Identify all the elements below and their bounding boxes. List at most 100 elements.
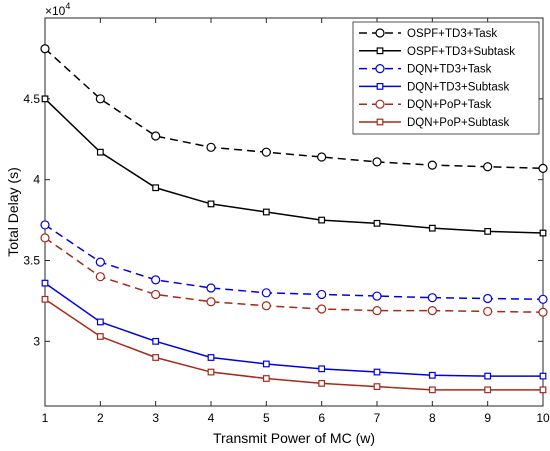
data-point-circle: [372, 291, 382, 301]
data-point-circle: [40, 44, 50, 54]
series-ospf-td3-subtask: [41, 95, 547, 237]
legend-label: DQN+PoP+Task: [407, 99, 492, 111]
data-point-square: [96, 148, 104, 156]
axis-ticks: 1 2 3 4 5 6 7 8 9 10 3 3.5 4 4.5: [23, 18, 550, 425]
data-point-square: [262, 375, 270, 382]
data-point-square: [428, 224, 436, 232]
data-point-circle: [427, 293, 437, 303]
data-point-circle: [483, 306, 493, 317]
data-point-square: [373, 383, 381, 390]
data-point-square: [96, 333, 104, 340]
multiplier-base: ×10: [45, 4, 66, 18]
data-point-square: [318, 379, 326, 387]
data-point-circle: [261, 288, 271, 298]
data-point-circle: [151, 275, 161, 285]
series-line: [44, 282, 543, 377]
data-point-square: [539, 372, 547, 380]
legend-marker-square: [376, 47, 384, 55]
data-point-square: [539, 229, 547, 237]
x-tick-label: 9: [484, 411, 491, 425]
x-axis-title: Transmit Power of MC (w): [213, 430, 375, 446]
legend-item: DQN+PoP+Subtask: [359, 117, 510, 129]
data-point-square: [41, 279, 49, 287]
data-point-circle: [317, 289, 327, 300]
data-point-square: [484, 228, 492, 235]
y-tick-label: 4.5: [23, 92, 40, 106]
data-point-square: [262, 208, 270, 216]
legend-label: OSPF+TD3+Subtask: [407, 46, 515, 58]
y-axis-title: Total Delay (s): [5, 167, 21, 256]
data-point-square: [539, 386, 547, 394]
y-tick-label: 4: [33, 173, 40, 187]
data-point-circle: [372, 157, 382, 167]
data-point-circle: [40, 220, 50, 230]
x-tick-label: 4: [208, 411, 215, 425]
legend-item: DQN+TD3+Subtask: [359, 81, 510, 93]
series-line: [44, 237, 544, 313]
legend-marker-circle: [375, 99, 385, 109]
data-point-circle: [206, 142, 216, 152]
legend-marker-square: [376, 118, 384, 126]
data-point-square: [428, 371, 436, 379]
data-point-circle: [206, 297, 216, 307]
data-point-circle: [151, 131, 161, 141]
data-point-square: [41, 95, 49, 103]
legend-item: DQN+PoP+Task: [359, 99, 492, 111]
legend-marker-square: [376, 82, 384, 90]
data-point-square: [152, 184, 160, 192]
data-point-circle: [95, 272, 105, 282]
multiplier-exponent: 4: [65, 1, 70, 11]
data-point-square: [428, 386, 436, 394]
x-tick-label: 6: [318, 411, 325, 425]
legend-marker-circle: [375, 63, 385, 74]
data-point-square: [152, 337, 160, 345]
data-point-circle: [483, 162, 493, 172]
series-line: [44, 298, 543, 391]
legend-box: [352, 21, 540, 135]
data-point-circle: [95, 257, 105, 267]
data-point-circle: [317, 152, 327, 162]
data-point-circle: [40, 233, 50, 243]
x-tick-label: 7: [374, 411, 381, 425]
data-point-square: [318, 216, 326, 224]
x-tick-label: 3: [152, 411, 159, 425]
data-point-square: [262, 360, 270, 368]
series-dqn-pop-task: [40, 233, 548, 317]
x-tick-label: 8: [429, 411, 436, 425]
series-group: [40, 44, 548, 394]
data-point-circle: [427, 160, 437, 170]
data-point-square: [96, 318, 104, 326]
x-tick-label: 1: [42, 411, 49, 425]
x-tick-label: 5: [263, 411, 270, 425]
legend-label: DQN+TD3+Task: [407, 64, 492, 76]
series-line: [44, 48, 544, 170]
series-dqn-td3-subtask: [41, 279, 547, 380]
data-point-square: [207, 200, 215, 208]
series-line: [44, 98, 544, 234]
legend-item: OSPF+TD3+Task: [359, 28, 497, 40]
data-point-circle: [483, 293, 493, 304]
data-point-square: [484, 386, 492, 394]
data-point-circle: [317, 304, 327, 314]
y-axis-multiplier: ×104: [45, 1, 70, 18]
data-point-square: [207, 368, 215, 376]
data-point-square: [373, 368, 381, 376]
x-tick-label: 2: [97, 411, 104, 425]
legend-label: DQN+PoP+Subtask: [407, 117, 510, 129]
data-point-square: [41, 295, 49, 303]
y-tick-label: 3: [33, 334, 40, 348]
data-point-square: [484, 372, 492, 380]
data-point-circle: [427, 306, 437, 316]
y-tick-label: 3.5: [23, 254, 40, 268]
legend-item: DQN+TD3+Task: [359, 64, 492, 76]
legend-marker-circle: [375, 28, 385, 38]
data-point-square: [318, 365, 326, 373]
data-point-circle: [261, 147, 271, 157]
legend: OSPF+TD3+Task OSPF+TD3+Subtask DQN+TD3+Tas…: [352, 21, 540, 135]
series-line: [44, 224, 544, 301]
data-point-circle: [206, 283, 216, 293]
legend-label: OSPF+TD3+Task: [407, 28, 497, 40]
data-point-circle: [151, 289, 161, 300]
